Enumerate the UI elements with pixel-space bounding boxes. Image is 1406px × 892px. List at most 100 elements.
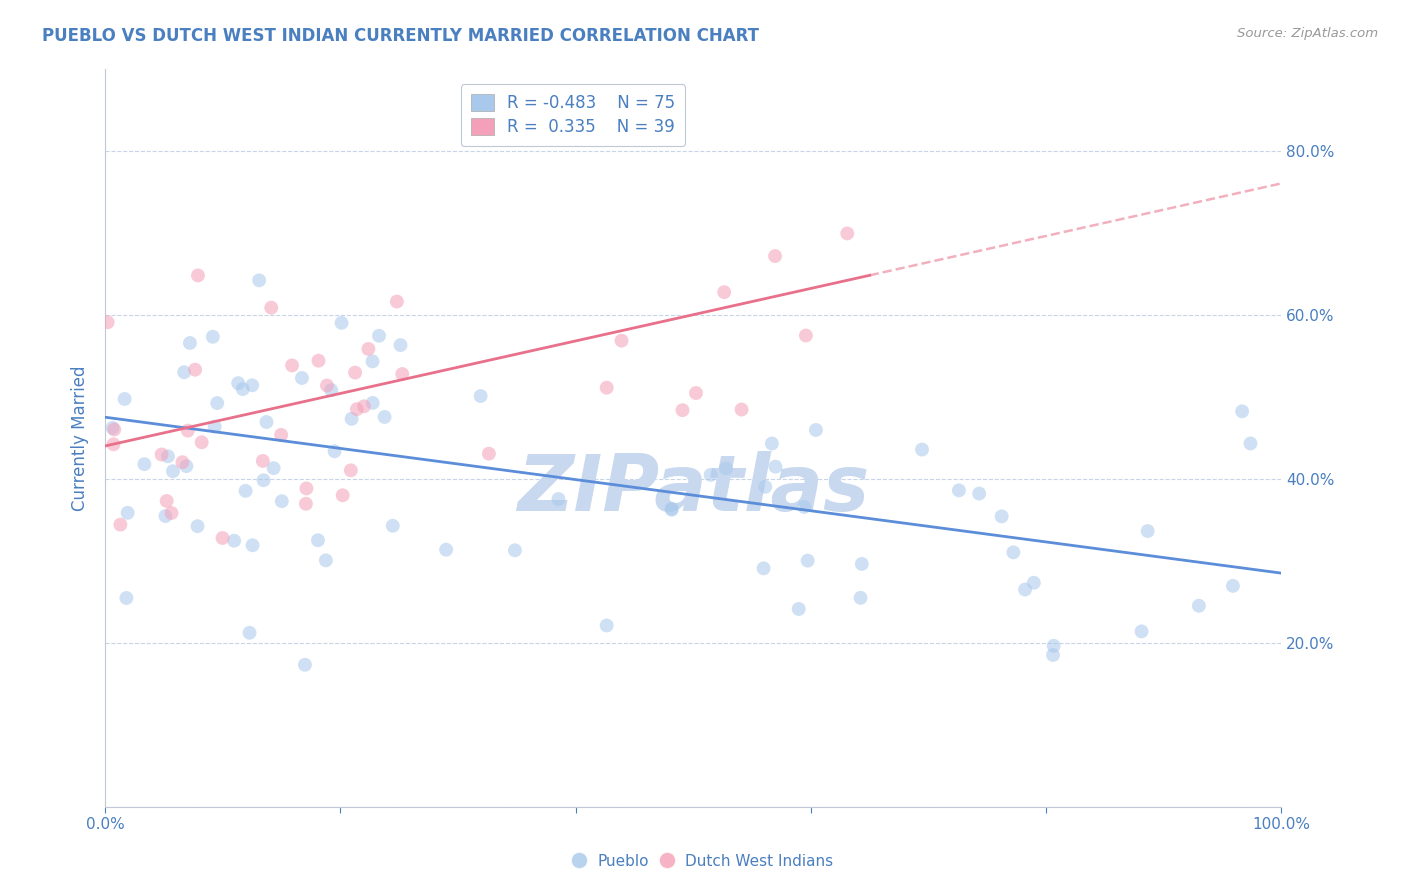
Point bbox=[344, 366, 367, 380]
Point bbox=[685, 386, 707, 401]
Point bbox=[911, 442, 934, 457]
Point bbox=[308, 353, 330, 368]
Point bbox=[661, 502, 683, 516]
Point bbox=[204, 419, 226, 434]
Point bbox=[115, 591, 138, 605]
Point bbox=[1230, 404, 1253, 418]
Y-axis label: Currently Married: Currently Married bbox=[72, 365, 89, 510]
Point bbox=[114, 392, 136, 406]
Point bbox=[242, 538, 264, 552]
Point bbox=[179, 336, 201, 351]
Point bbox=[794, 328, 817, 343]
Point bbox=[162, 464, 184, 478]
Point bbox=[190, 435, 212, 450]
Point bbox=[796, 554, 818, 568]
Point bbox=[184, 362, 207, 376]
Point bbox=[361, 354, 384, 368]
Point bbox=[240, 378, 263, 392]
Point bbox=[263, 461, 285, 475]
Point bbox=[754, 480, 776, 494]
Point bbox=[247, 273, 270, 287]
Point bbox=[849, 591, 872, 605]
Point bbox=[270, 428, 292, 442]
Point bbox=[361, 396, 384, 410]
Point bbox=[434, 542, 457, 557]
Point bbox=[761, 436, 783, 450]
Point bbox=[316, 378, 339, 392]
Point bbox=[340, 412, 363, 426]
Point bbox=[374, 409, 396, 424]
Point bbox=[294, 657, 316, 672]
Point bbox=[238, 625, 260, 640]
Text: PUEBLO VS DUTCH WEST INDIAN CURRENTLY MARRIED CORRELATION CHART: PUEBLO VS DUTCH WEST INDIAN CURRENTLY MA… bbox=[42, 27, 759, 45]
Point bbox=[787, 602, 810, 616]
Point bbox=[357, 342, 380, 356]
Point bbox=[1188, 599, 1211, 613]
Point bbox=[332, 488, 354, 502]
Legend: R = -0.483    N = 75, R =  0.335    N = 39: R = -0.483 N = 75, R = 0.335 N = 39 bbox=[461, 84, 685, 146]
Point bbox=[478, 447, 501, 461]
Point bbox=[948, 483, 970, 498]
Point bbox=[1042, 639, 1064, 653]
Point bbox=[252, 473, 274, 487]
Point bbox=[595, 381, 617, 395]
Point bbox=[1014, 582, 1036, 597]
Point bbox=[281, 359, 304, 373]
Point bbox=[661, 501, 683, 516]
Text: Source: ZipAtlas.com: Source: ZipAtlas.com bbox=[1237, 27, 1378, 40]
Point bbox=[503, 543, 526, 558]
Point bbox=[595, 618, 617, 632]
Point bbox=[172, 455, 194, 469]
Legend: Pueblo, Dutch West Indians: Pueblo, Dutch West Indians bbox=[567, 848, 839, 875]
Point bbox=[187, 268, 209, 283]
Point bbox=[270, 494, 292, 508]
Point bbox=[837, 227, 859, 241]
Point bbox=[295, 497, 318, 511]
Point bbox=[226, 376, 249, 391]
Point bbox=[1042, 648, 1064, 662]
Point bbox=[295, 482, 318, 496]
Point bbox=[368, 328, 391, 343]
Point bbox=[330, 316, 353, 330]
Point bbox=[353, 399, 375, 413]
Point bbox=[346, 402, 368, 417]
Point bbox=[381, 518, 404, 533]
Point bbox=[804, 423, 827, 437]
Point bbox=[699, 467, 721, 482]
Point bbox=[391, 367, 413, 381]
Point bbox=[315, 553, 337, 567]
Point bbox=[176, 459, 198, 474]
Point bbox=[547, 491, 569, 506]
Point bbox=[260, 301, 283, 315]
Point bbox=[224, 533, 246, 548]
Point bbox=[232, 382, 254, 396]
Point bbox=[134, 457, 156, 471]
Point bbox=[765, 459, 787, 474]
Point bbox=[1130, 624, 1153, 639]
Point bbox=[714, 461, 737, 475]
Point bbox=[291, 371, 314, 385]
Point bbox=[117, 506, 139, 520]
Point bbox=[173, 365, 195, 379]
Point bbox=[101, 421, 124, 435]
Point bbox=[730, 402, 752, 417]
Point bbox=[967, 486, 990, 500]
Point bbox=[156, 450, 179, 464]
Point bbox=[211, 531, 233, 545]
Point bbox=[752, 561, 775, 575]
Point bbox=[713, 285, 735, 300]
Point bbox=[256, 415, 278, 429]
Point bbox=[323, 444, 346, 458]
Point bbox=[156, 494, 179, 508]
Point bbox=[186, 519, 208, 533]
Point bbox=[110, 517, 132, 532]
Point bbox=[385, 294, 408, 309]
Point bbox=[1136, 524, 1159, 538]
Point bbox=[235, 483, 257, 498]
Point bbox=[177, 424, 200, 438]
Point bbox=[205, 396, 228, 410]
Point bbox=[103, 423, 125, 437]
Point bbox=[990, 509, 1012, 524]
Point bbox=[1002, 545, 1025, 559]
Text: ZIPatlas: ZIPatlas bbox=[517, 451, 869, 527]
